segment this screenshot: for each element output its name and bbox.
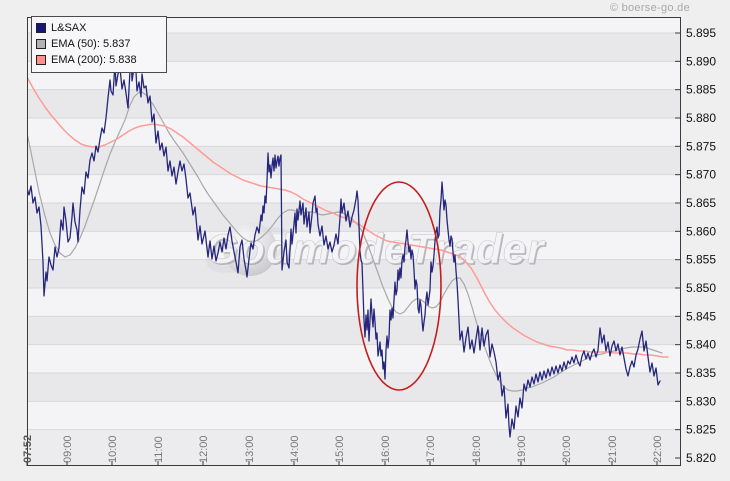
band [27,231,681,260]
y-axis-label: 5.895 [686,26,716,40]
band [27,287,681,317]
y-axis-label: 5.850 [686,281,716,295]
chart-frame [26,17,681,466]
x-axis-label: 14:00 [289,435,301,463]
y-axis-label: 5.865 [686,196,716,210]
band [27,117,681,147]
band [27,259,681,288]
x-axis-label: 17:00 [425,435,437,463]
band [27,174,681,203]
x-axis-label: 19:00 [516,435,528,463]
price-line [27,45,661,438]
x-axis-label: 07:52 [22,435,34,463]
x-axis-labels: 07:52 09:00 10:00 11:00 12:00 13:00 14:00 15:00… [22,435,664,463]
band [27,146,681,175]
y-axis-label: 5.870 [686,168,716,182]
band [27,17,681,33]
legend-swatch-price [36,23,46,33]
band [27,316,681,345]
x-axis-label: 22:00 [652,435,664,463]
y-axis-label: 5.860 [686,224,716,238]
legend-item-ema200: EMA (200): 5.838 [36,52,162,68]
y-axis-label: 5.885 [686,83,716,97]
chart-legend: L&SAX EMA (50): 5.837 EMA (200): 5.838 [31,16,167,73]
x-axis-label: 11:00 [153,436,165,463]
x-axis-label: 20:00 [561,435,573,463]
x-axis-label: 21:00 [607,435,619,463]
chart-series [27,45,669,438]
y-axis-label: 5.820 [686,451,716,465]
watermark-text-shadow: GodmodeTrader [207,227,548,274]
annotation-ellipse [356,181,442,391]
legend-label-ema50: EMA (50): 5.837 [51,37,131,50]
y-axis-label: 5.840 [686,338,716,352]
x-axis-label: 18:00 [471,435,483,463]
x-axis-label: 13:00 [244,435,256,463]
legend-label-price: L&SAX [51,21,87,34]
band [27,372,681,402]
y-axis-label: 5.880 [686,111,716,125]
x-axis-label: 16:00 [380,435,392,463]
y-axis-label: 5.845 [686,309,716,323]
plot-border [27,17,681,466]
ema200-line [27,76,669,358]
chart-plot-area[interactable] [27,17,681,430]
x-axis-label: 10:00 [107,435,119,463]
x-axis-label: 09:00 [62,435,74,463]
y-axis-label: 5.830 [686,394,716,408]
band [27,401,681,430]
legend-item-price: L&SAX [36,20,162,36]
legend-item-ema50: EMA (50): 5.837 [36,36,162,52]
y-axis-label: 5.890 [686,54,716,68]
legend-swatch-ema200 [36,55,46,65]
legend-swatch-ema50 [36,39,46,49]
copyright-text: © boerse-go.de [609,2,690,14]
y-axis-label: 5.825 [686,423,716,437]
y-axis-label: 5.835 [686,366,716,380]
y-axis-label: 5.855 [686,253,716,267]
axis-footer-band [27,429,681,466]
y-axis-labels: 5.895 5.890 5.885 5.880 5.875 5.870 5.865 5.860… [686,26,716,465]
legend-label-ema200: EMA (200): 5.838 [51,53,137,66]
x-axis-label: 15:00 [334,435,346,463]
y-axis-label: 5.875 [686,139,716,153]
x-axis-label: 12:00 [198,435,210,463]
